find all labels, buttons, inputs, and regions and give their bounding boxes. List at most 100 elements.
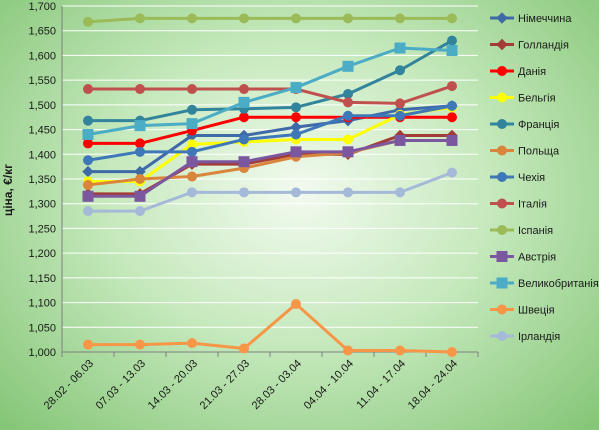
series-layer [82,13,458,357]
data-point [238,156,250,168]
data-point [135,13,145,24]
data-point [291,129,301,140]
legend-item: Ірландія [490,331,560,343]
data-point [395,110,405,121]
data-point [395,187,405,198]
data-point [447,100,457,111]
series-line [88,171,453,213]
legend-label: Польща [518,146,560,158]
data-point [239,343,249,354]
data-point [82,129,94,141]
data-point [83,16,93,27]
data-point [187,338,197,349]
data-point [135,146,145,157]
data-point [187,84,197,95]
data-point [343,13,353,24]
data-point [447,35,457,46]
series-line [87,104,453,162]
y-tick-label: 1,100 [28,298,56,310]
data-point [134,190,146,202]
data-point [394,42,406,54]
legend-marker [497,331,507,341]
data-point [291,187,301,198]
data-point [343,97,353,108]
legend-label: Німеччина [518,13,572,25]
x-tick-label: 04.04 - 10.04 [302,358,356,412]
data-point [187,104,197,115]
legend-label: Голландія [518,40,569,52]
data-point [187,171,197,182]
data-point [134,120,146,132]
data-point [447,81,457,92]
data-point [83,155,93,166]
series-13 [83,167,457,217]
data-point [83,84,93,95]
y-tick-label: 1,250 [28,223,56,235]
series-11 [82,42,458,141]
series-10 [82,134,458,202]
legend-marker [497,92,507,103]
y-tick-label: 1,400 [28,149,56,161]
data-point [395,65,405,76]
y-tick-label: 1,450 [28,125,56,137]
x-tick-label: 28.02 - 06.03 [42,358,96,412]
series-line [88,39,453,123]
y-tick-label: 1,700 [28,1,56,13]
legend-marker [496,12,508,24]
legend-marker [496,38,508,51]
legend-item: Бельгія [490,92,556,105]
data-point [394,134,406,146]
series-line [87,16,452,24]
series-line [88,302,453,354]
data-point [343,88,353,99]
data-point [83,138,93,149]
legend-marker [497,119,507,129]
y-tick-label: 1,300 [28,199,56,211]
data-point [83,206,93,217]
legend-label: Австрія [518,252,556,264]
data-point [290,146,302,158]
legend-label: Іспанія [518,225,553,237]
legend-marker [496,251,508,262]
x-tick-label: 18.04 - 24.04 [406,358,460,412]
legend-item: Швеція [490,304,555,317]
data-point [343,187,353,198]
data-point [239,13,249,24]
data-point [291,112,301,123]
y-axis-title: ціна, €/кг [1,164,15,216]
legend: Німеччина Голландія Данія Бельгія Франція Пол… [490,12,599,343]
legend-item: Чехія [490,172,545,184]
legend-label: Великобританія [518,278,599,290]
legend-label: Швеція [518,305,555,317]
data-point [447,347,457,357]
legend-marker [497,304,507,315]
data-point [239,112,249,123]
data-point [135,339,145,350]
data-point [395,98,405,109]
legend-item: Франція [490,119,559,131]
legend-label: Бельгія [518,93,556,105]
data-point [135,206,145,217]
data-point [395,345,405,356]
x-tick-label: 28.03 - 03.04 [250,358,304,412]
legend-item: Німеччина [490,12,572,25]
data-point [446,44,458,56]
series-line [87,46,453,136]
legend-marker [497,66,507,76]
series-line [88,104,453,174]
legend-label: Чехія [518,172,545,184]
y-tick-label: 1,550 [28,75,56,87]
data-point [135,84,145,95]
legend-marker [497,172,507,182]
legend-item: Італія [490,198,547,211]
data-point [343,134,353,145]
legend-marker [497,198,507,209]
legend-item: Іспанія [490,225,553,237]
data-point [186,118,198,130]
legend-item: Польща [490,145,560,158]
data-point [187,146,197,157]
x-tick-label: 07.03 - 13.03 [94,358,148,412]
y-tick-label: 1,200 [28,248,56,260]
